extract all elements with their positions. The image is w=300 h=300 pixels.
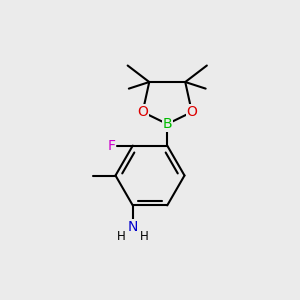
Text: O: O — [137, 105, 148, 119]
Text: F: F — [107, 139, 115, 153]
Text: B: B — [162, 117, 172, 131]
Text: O: O — [186, 105, 197, 119]
Text: H: H — [117, 230, 126, 243]
Text: N: N — [128, 220, 138, 234]
Text: H: H — [140, 230, 148, 243]
